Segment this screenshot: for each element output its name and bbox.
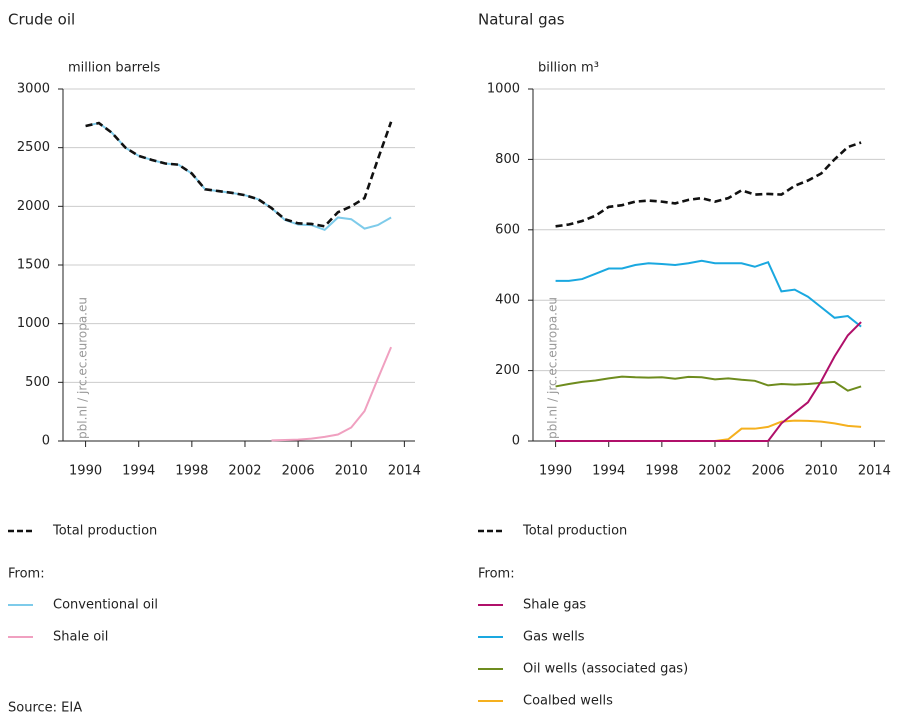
legend-label: Shale gas [523,598,586,613]
legend-label: Coalbed wells [523,694,613,709]
x-tick-label: 2002 [228,464,261,479]
series-line [555,259,862,328]
legend-note: From: [8,567,45,582]
x-tick-label: 2014 [858,464,891,479]
y-tick-label: 200 [495,363,520,378]
panel-title: Crude oil [8,11,75,29]
y-axis-label: billion m³ [538,61,599,76]
x-tick-label: 2010 [335,464,368,479]
series-line [555,375,862,392]
x-tick-label: 1998 [645,464,678,479]
x-tick-label: 1994 [122,464,155,479]
y-tick-label: 400 [495,293,520,308]
y-tick-label: 500 [25,375,50,390]
source: Source: EIA [8,701,82,713]
series-line [555,321,862,442]
watermark: pbl.nl / jrc.ec.europa.eu [546,297,560,439]
x-tick-label: 2014 [388,464,421,479]
y-tick-label: 3000 [17,82,50,97]
series-line [555,419,862,442]
x-tick-label: 2006 [282,464,315,479]
legend-label: Oil wells (associated gas) [523,662,688,677]
x-tick-label: 1994 [592,464,625,479]
x-tick-label: 1998 [175,464,208,479]
legend-note: From: [478,567,515,582]
x-tick-label: 2002 [698,464,731,479]
series-line [85,121,393,228]
watermark: pbl.nl / jrc.ec.europa.eu [76,297,90,439]
series-line [555,141,862,228]
x-tick-label: 1990 [69,464,102,479]
panel-title: Natural gas [478,11,565,29]
series-line [271,346,393,442]
y-tick-label: 800 [495,152,520,167]
x-tick-label: 2006 [752,464,785,479]
legend-label: Total production [522,524,627,539]
y-tick-label: 0 [512,434,520,449]
x-tick-label: 1990 [539,464,572,479]
y-axis-label: million barrels [68,61,160,76]
legend-label: Conventional oil [53,598,158,613]
x-tick-label: 2010 [805,464,838,479]
legend-label: Shale oil [53,630,108,645]
legend-label: Gas wells [523,630,585,645]
y-tick-label: 0 [42,434,50,449]
y-tick-label: 1500 [17,258,50,273]
y-tick-label: 600 [495,222,520,237]
series-line [85,121,392,231]
y-tick-label: 1000 [487,82,520,97]
y-tick-label: 2000 [17,199,50,214]
legend-label: Total production [52,524,157,539]
y-tick-label: 1000 [17,316,50,331]
y-tick-label: 2500 [17,140,50,155]
